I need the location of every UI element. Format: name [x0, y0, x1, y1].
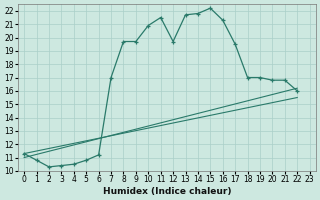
X-axis label: Humidex (Indice chaleur): Humidex (Indice chaleur)	[103, 187, 231, 196]
